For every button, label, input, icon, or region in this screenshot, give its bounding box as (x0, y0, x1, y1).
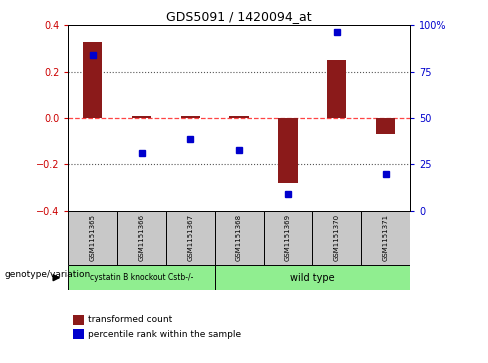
Bar (215, 211, 264, 265)
Bar (376, 118, 395, 134)
Bar (83, 42, 102, 118)
Bar (215, 265, 410, 290)
Bar (229, 116, 249, 118)
Text: cystatin B knockout Cstb-/-: cystatin B knockout Cstb-/- (90, 273, 193, 282)
Text: percentile rank within the sample: percentile rank within the sample (88, 330, 241, 339)
Text: GSM1151366: GSM1151366 (139, 214, 144, 261)
Title: GDS5091 / 1420094_at: GDS5091 / 1420094_at (166, 10, 312, 23)
Bar (68, 265, 215, 290)
Text: transformed count: transformed count (88, 315, 172, 324)
Bar (278, 118, 298, 183)
Text: GSM1151369: GSM1151369 (285, 214, 291, 261)
Text: genotype/variation: genotype/variation (5, 270, 91, 278)
Bar (361, 211, 410, 265)
Bar (312, 211, 361, 265)
Bar (264, 211, 312, 265)
Text: GSM1151368: GSM1151368 (236, 214, 242, 261)
Text: wild type: wild type (290, 273, 335, 283)
Text: GSM1151370: GSM1151370 (334, 214, 340, 261)
Text: GSM1151365: GSM1151365 (90, 214, 96, 261)
Bar (132, 116, 151, 118)
Text: GSM1151367: GSM1151367 (187, 214, 193, 261)
Bar (68, 211, 117, 265)
Bar (181, 116, 200, 118)
Bar (117, 211, 166, 265)
Text: GSM1151371: GSM1151371 (383, 214, 388, 261)
Bar (327, 60, 346, 118)
Bar (166, 211, 215, 265)
